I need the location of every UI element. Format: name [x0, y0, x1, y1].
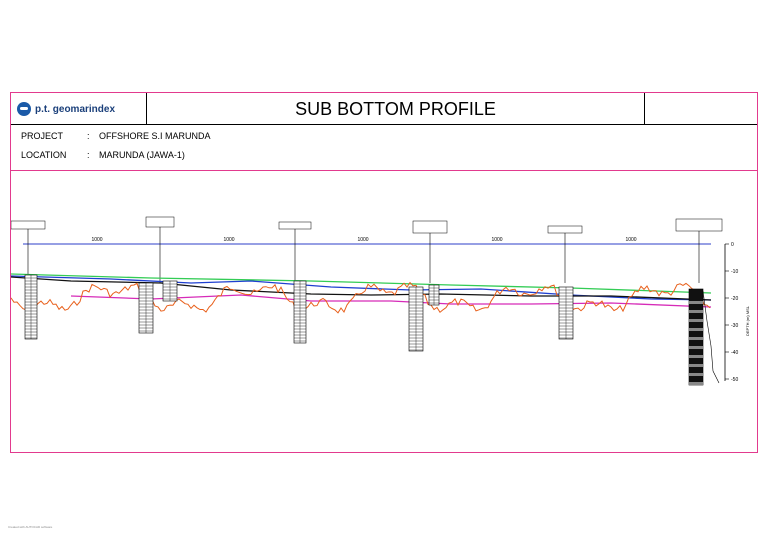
project-separator: :: [87, 131, 90, 141]
borehole-layer: [689, 346, 703, 349]
depth-tick-label: -30: [731, 323, 738, 329]
location-separator: :: [87, 150, 90, 160]
depth-axis-label: DEPTH (m) MSL: [745, 305, 750, 336]
borehole-layer: [689, 301, 703, 304]
project-info: PROJECT: OFFSHORE S.I MARUNDA LOCATION: MA…: [11, 125, 757, 171]
drawing-sheet: p.t. geomarindex SUB BOTTOM PROFILE PROJ…: [10, 92, 758, 453]
borehole-layer: [689, 310, 703, 313]
drawing-title: SUB BOTTOM PROFILE: [147, 93, 645, 125]
borehole-log-curve: [702, 290, 720, 384]
depth-tick-label: -50: [731, 377, 738, 383]
borehole-layer: [689, 355, 703, 358]
callout-box: [145, 216, 175, 228]
location-line: LOCATION: MARUNDA (JAWA-1): [21, 150, 185, 160]
distance-label: 1000: [357, 237, 368, 243]
reflector-blue-line: [11, 275, 712, 301]
globe-icon: [17, 102, 31, 116]
company-name: p.t. geomarindex: [35, 103, 116, 115]
project-line: PROJECT: OFFSHORE S.I MARUNDA: [21, 131, 211, 141]
callout-box: [412, 220, 448, 234]
seabed-line: [11, 273, 712, 294]
borehole-columns: [24, 274, 720, 386]
depth-tick-label: -40: [731, 350, 738, 356]
distance-labels: 1000 1000 1000 1000 1000: [91, 237, 636, 243]
distance-label: 1000: [625, 237, 636, 243]
callout-box: [11, 220, 46, 230]
depth-tick-label: -20: [731, 296, 738, 302]
borehole-layer: [689, 319, 703, 322]
location-label: LOCATION: [21, 150, 67, 160]
borehole-layer: [689, 328, 703, 331]
project-label: PROJECT: [21, 131, 64, 141]
borehole-layer: [689, 337, 703, 340]
company-logo: p.t. geomarindex: [11, 93, 147, 125]
depth-axis: 0 -10 -20 -30 -40 -50: [724, 242, 738, 383]
reflector-magenta-line: [70, 294, 712, 308]
title-block: p.t. geomarindex SUB BOTTOM PROFILE: [11, 93, 757, 125]
basement-orange-line: [11, 281, 711, 314]
project-value: OFFSHORE S.I MARUNDA: [99, 131, 211, 141]
footnote: Created with AUTOCAD software: [8, 525, 53, 529]
depth-tick-label: 0: [731, 242, 734, 248]
distance-label: 1000: [91, 237, 102, 243]
borehole-layer: [689, 382, 703, 385]
callout-box: [278, 221, 312, 230]
location-value: MARUNDA (JAWA-1): [99, 150, 185, 160]
sub-bottom-profile-plot: 1000 1000 1000 1000 1000 0 -10 -20 -30 -40 -50 DE…: [11, 216, 750, 386]
callout-box: [547, 225, 583, 234]
distance-label: 1000: [491, 237, 502, 243]
borehole-layer: [689, 364, 703, 367]
callout-box: [675, 218, 723, 232]
borehole-layer: [689, 373, 703, 376]
distance-label: 1000: [223, 237, 234, 243]
depth-tick-label: -10: [731, 269, 738, 275]
borehole-callouts: [11, 216, 723, 283]
